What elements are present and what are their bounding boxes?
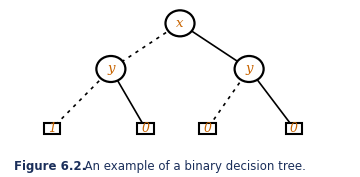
Text: An example of a binary decision tree.: An example of a binary decision tree. [77,161,306,173]
FancyBboxPatch shape [137,123,154,134]
Text: 0: 0 [290,122,298,135]
Text: y: y [246,62,253,76]
Text: 0: 0 [141,122,149,135]
FancyBboxPatch shape [286,123,302,134]
FancyBboxPatch shape [199,123,216,134]
Text: y: y [107,62,114,76]
Text: 0: 0 [204,122,212,135]
Text: Figure 6.2.: Figure 6.2. [14,161,87,173]
Ellipse shape [166,10,194,36]
Ellipse shape [235,56,264,82]
Text: 1: 1 [48,122,56,135]
Text: x: x [176,17,184,30]
FancyBboxPatch shape [44,123,60,134]
Ellipse shape [96,56,125,82]
